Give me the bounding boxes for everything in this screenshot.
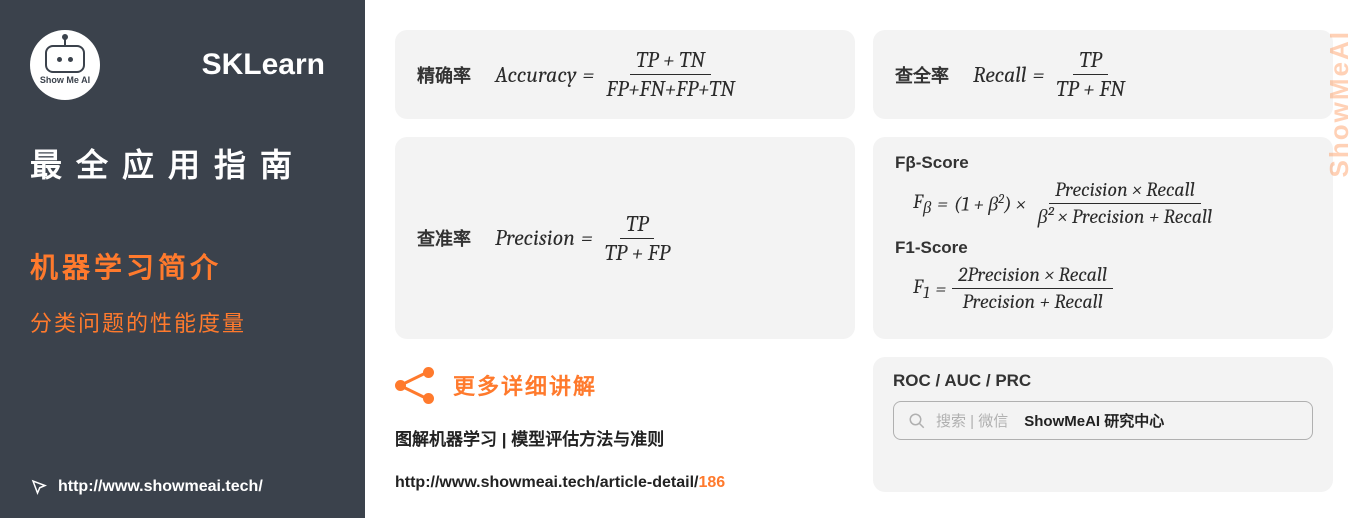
search-placeholder: 搜索 | 微信 [936,410,1008,431]
accuracy-label: 精确率 [417,62,471,88]
brand-name: SKLearn [202,48,325,82]
section-subtitle: 分类问题的性能度量 [30,306,365,338]
recall-label: 查全率 [895,62,949,88]
watermark: ShowMeAI [1324,30,1355,177]
more-title: 更多详细讲解 [453,369,597,401]
share-icon [395,365,439,405]
search-box[interactable]: 搜索 | 微信 ShowMeAI 研究中心 [893,401,1313,440]
more-headline: 图解机器学习 | 模型评估方法与准则 [395,425,855,450]
cursor-icon [30,478,48,496]
fscore-card: Fβ-Score Fβ= (1 + β2) × Precision × Reca… [873,137,1333,339]
section-title: 机器学习简介 [30,246,365,286]
logo-caption: Show Me AI [40,75,90,85]
brand-logo: Show Me AI [30,30,100,100]
roc-card: ROC / AUC / PRC 搜索 | 微信 ShowMeAI 研究中心 [873,357,1333,492]
footer-url: http://www.showmeai.tech/ [58,478,263,496]
f1-formula: F1= 2Precision × RecallPrecision + Recal… [913,264,1311,313]
more-section: 更多详细讲解 图解机器学习 | 模型评估方法与准则 http://www.sho… [395,357,855,492]
fbeta-label: Fβ-Score [895,153,1311,173]
fbeta-formula: Fβ= (1 + β2) × Precision × Recallβ² × Pr… [913,179,1311,228]
accuracy-card: 精确率 Accuracy= TP + TNFP+FN+FP+TN [395,30,855,119]
precision-card: 查准率 Precision= TPTP + FP [395,137,855,339]
sidebar: Show Me AI SKLearn 最全应用指南 机器学习简介 分类问题的性能… [0,0,365,518]
accuracy-formula: Accuracy= TP + TNFP+FN+FP+TN [495,48,741,101]
f1-label: F1-Score [895,238,1311,258]
precision-label: 查准率 [417,225,471,251]
roc-title: ROC / AUC / PRC [893,371,1313,391]
main-content: 精确率 Accuracy= TP + TNFP+FN+FP+TN 查全率 Rec… [365,0,1361,518]
precision-formula: Precision= TPTP + FP [495,212,676,265]
recall-card: 查全率 Recall= TPTP + FN [873,30,1333,119]
search-icon [908,412,926,430]
guide-title: 最全应用指南 [30,140,365,186]
more-link[interactable]: http://www.showmeai.tech/article-detail/… [395,474,855,492]
logo-row: Show Me AI SKLearn [30,30,365,100]
recall-formula: Recall= TPTP + FN [973,48,1131,101]
footer-link[interactable]: http://www.showmeai.tech/ [30,478,263,496]
search-brand-text: ShowMeAI 研究中心 [1024,410,1164,431]
